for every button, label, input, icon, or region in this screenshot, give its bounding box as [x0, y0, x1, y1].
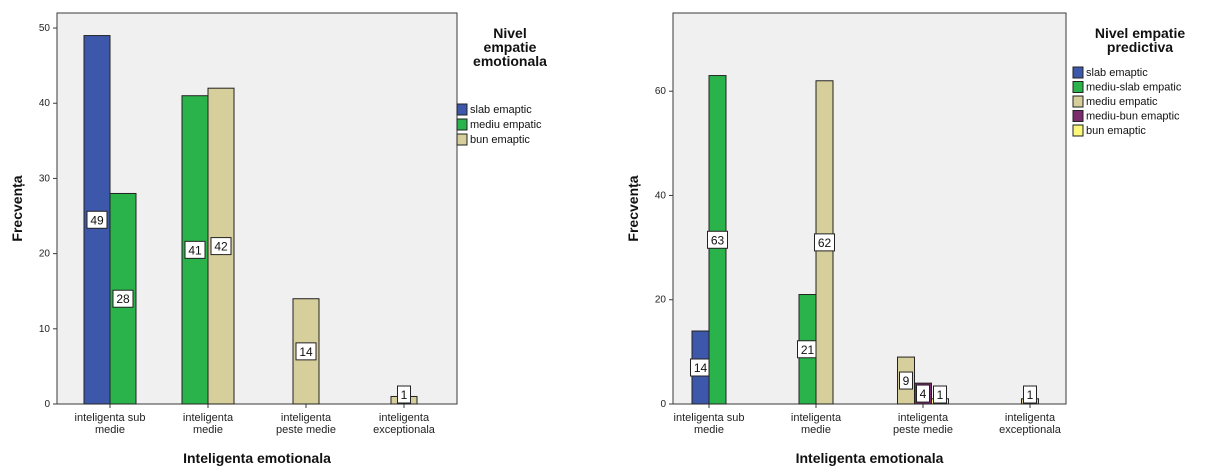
x-tick-label: medie	[95, 424, 125, 436]
data-label: 49	[90, 213, 104, 227]
data-label: 1	[937, 388, 944, 402]
data-label: 14	[299, 345, 313, 359]
x-axis-label: Inteligenta emotionala	[183, 450, 331, 466]
x-tick-label: inteligenta	[1005, 412, 1056, 424]
y-axis-label: Frecvența	[9, 175, 25, 241]
y-tick-label: 40	[39, 98, 51, 109]
x-tick-label: inteligenta	[898, 412, 949, 424]
data-label-box	[1023, 385, 1037, 404]
legend-swatch	[456, 118, 468, 131]
legend-title: Nivel empatie	[1095, 25, 1185, 41]
data-label: 4	[920, 387, 927, 401]
x-tick-label: peste medie	[276, 424, 336, 436]
x-tick-label: inteligenta	[379, 412, 430, 424]
y-tick-label: 0	[44, 399, 50, 410]
legend-label: mediu-slab empatic	[1086, 82, 1182, 94]
y-tick-label: 50	[39, 23, 51, 34]
legend-swatch	[1072, 66, 1084, 79]
legend-label: mediu empatic	[470, 119, 542, 131]
chart-1: 0 10 20 30 40 50 Frecvența Inteligenta emotiona…	[9, 12, 547, 466]
legend-label: mediu-bun emaptic	[1086, 111, 1180, 123]
x-tick-label: inteligenta	[183, 412, 234, 424]
x-tick-label: medie	[694, 424, 724, 436]
data-label-box	[916, 384, 930, 403]
y-axis-label: Frecvența	[625, 175, 641, 241]
legend-title: empatie	[484, 39, 537, 55]
data-label-box	[184, 240, 206, 259]
data-label: 28	[116, 292, 130, 306]
legend-swatch	[456, 133, 468, 146]
data-label-box	[295, 342, 317, 361]
x-axis-label: Inteligenta emotionala	[796, 450, 944, 466]
x-tick-label: inteligenta	[791, 412, 842, 424]
data-label-box	[210, 237, 232, 256]
y-tick-label: 20	[655, 295, 667, 306]
y-tick-label: 20	[39, 249, 51, 260]
y-tick-label: 60	[655, 86, 667, 97]
data-label: 42	[214, 240, 228, 254]
y-tick-label: 40	[655, 190, 667, 201]
legend-label: slab emaptic	[1086, 67, 1148, 79]
legend-label: slab emaptic	[470, 104, 532, 116]
data-label-box	[397, 385, 411, 404]
legend-title: predictiva	[1107, 39, 1173, 55]
y-tick-label: 0	[660, 399, 666, 410]
legend-label: bun emaptic	[1086, 125, 1146, 137]
legend-swatch	[1072, 95, 1084, 108]
data-label: 21	[801, 343, 815, 357]
legend-swatch	[1072, 110, 1084, 122]
legend-swatch	[1072, 124, 1084, 137]
x-tick-label: inteligenta sub	[674, 412, 745, 424]
data-label: 14	[694, 361, 708, 375]
x-tick-label: exceptionala	[373, 424, 436, 436]
data-label: 63	[711, 233, 725, 247]
x-tick-label: exceptionala	[999, 424, 1062, 436]
data-label: 1	[401, 388, 408, 402]
x-tick-label: inteligenta sub	[75, 412, 146, 424]
chart-2: 0 20 40 60 Frecvența Inteligenta emotionala in…	[625, 12, 1185, 466]
data-label-box	[899, 371, 913, 390]
legend-label: mediu empatic	[1086, 96, 1158, 108]
legend-swatch	[456, 103, 468, 116]
x-tick-label: peste medie	[893, 424, 953, 436]
data-label-box	[112, 289, 134, 308]
data-label-box	[814, 233, 835, 252]
legend-title: Nivel	[493, 25, 526, 41]
data-label-box	[933, 385, 947, 404]
data-label-box	[707, 230, 728, 249]
data-label-box	[86, 210, 108, 229]
data-label: 62	[818, 236, 832, 250]
legend-swatch	[1072, 81, 1084, 93]
data-label: 9	[903, 374, 910, 388]
x-tick-label: inteligenta	[281, 412, 332, 424]
data-label: 1	[1027, 388, 1034, 402]
data-label: 41	[188, 243, 202, 257]
plot-area	[672, 12, 1067, 405]
legend-label: bun emaptic	[470, 134, 530, 146]
x-tick-label: medie	[193, 424, 223, 436]
x-tick-label: medie	[801, 424, 831, 436]
y-tick-label: 30	[39, 173, 51, 184]
y-tick-label: 10	[39, 324, 51, 335]
legend-title: emotionala	[473, 53, 547, 69]
